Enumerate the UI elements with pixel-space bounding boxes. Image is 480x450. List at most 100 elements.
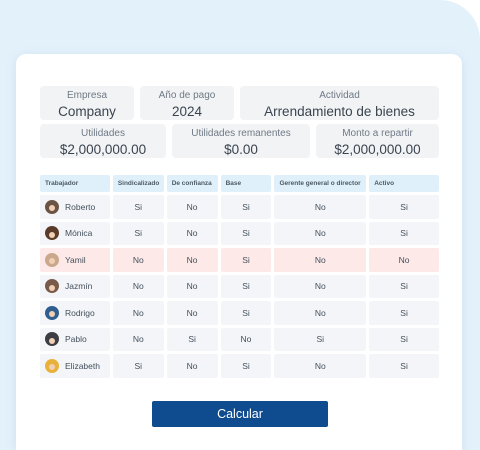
workers-table: Trabajador Sindicalizado De confianza Ba… — [40, 175, 439, 381]
sindicalizado-cell[interactable]: Si — [112, 195, 164, 219]
header-base: Base — [220, 175, 272, 192]
sindicalizado-cell[interactable]: Si — [112, 354, 164, 378]
worker-name-cell: Elizabeth — [40, 354, 110, 378]
avatar-face-icon — [49, 205, 55, 212]
gerente-cell[interactable]: No — [274, 221, 367, 245]
empresa-value: Company — [58, 104, 116, 119]
confianza-cell[interactable]: No — [166, 301, 218, 325]
summary-row-bottom: Utilidades $2,000,000.00 Utilidades rema… — [40, 124, 439, 158]
worker-name-cell: Mónica — [40, 221, 110, 245]
worker-name: Elizabeth — [65, 360, 100, 371]
remanentes-box: Utilidades remanentes $0.00 — [172, 124, 310, 158]
base-cell[interactable]: Si — [220, 221, 272, 245]
worker-name: Roberto — [65, 201, 96, 212]
sindicalizado-cell[interactable]: No — [112, 274, 164, 298]
monto-value: $2,000,000.00 — [334, 142, 421, 157]
base-cell[interactable]: Si — [220, 195, 272, 219]
confianza-cell[interactable]: No — [166, 248, 218, 272]
gerente-cell[interactable]: Si — [274, 327, 367, 351]
avatar — [45, 279, 59, 294]
actividad-label: Actividad — [319, 90, 360, 101]
worker-name: Rodrigo — [65, 307, 95, 318]
table-row[interactable]: Pablo No Si No Si Si — [40, 327, 439, 351]
sindicalizado-cell[interactable]: Si — [112, 221, 164, 245]
activo-cell[interactable]: No — [369, 248, 439, 272]
table-row[interactable]: Roberto Si No Si No Si — [40, 195, 439, 219]
table-row[interactable]: Mónica Si No Si No Si — [40, 221, 439, 245]
avatar-face-icon — [49, 337, 55, 344]
worker-name: Jazmín — [65, 281, 93, 292]
table-row[interactable]: Yamil No No Si No No — [40, 248, 439, 272]
avatar-face-icon — [49, 258, 55, 265]
avatar — [45, 305, 59, 320]
activo-cell[interactable]: Si — [369, 195, 439, 219]
worker-name-cell: Rodrigo — [40, 301, 110, 325]
worker-name-cell: Pablo — [40, 327, 110, 351]
table-row[interactable]: Rodrigo No No Si No Si — [40, 301, 439, 325]
base-cell[interactable]: Si — [220, 274, 272, 298]
actividad-box: Actividad Arrendamiento de bienes — [240, 86, 439, 120]
avatar — [45, 358, 59, 373]
sindicalizado-cell[interactable]: No — [112, 248, 164, 272]
anio-label: Año de pago — [158, 90, 216, 101]
avatar — [45, 226, 59, 241]
monto-label: Monto a repartir — [342, 128, 413, 139]
avatar — [45, 199, 59, 214]
utilidades-label: Utilidades — [81, 128, 125, 139]
utilidades-value: $2,000,000.00 — [59, 142, 147, 157]
table-row[interactable]: Jazmín No No Si No Si — [40, 274, 439, 298]
header-activo: Activo — [369, 175, 439, 192]
worker-name-cell: Roberto — [40, 195, 110, 219]
main-card: Empresa Company Año de pago 2024 Activid… — [16, 54, 462, 450]
table-row[interactable]: Elizabeth Si No Si No Si — [40, 354, 439, 378]
header-confianza: De confianza — [166, 175, 218, 192]
confianza-cell[interactable]: No — [166, 221, 218, 245]
base-cell[interactable]: Si — [220, 354, 272, 378]
header-trabajador: Trabajador — [40, 175, 110, 192]
table-header: Trabajador Sindicalizado De confianza Ba… — [40, 175, 439, 192]
gerente-cell[interactable]: No — [274, 274, 367, 298]
monto-box: Monto a repartir $2,000,000.00 — [316, 124, 439, 158]
activo-cell[interactable]: Si — [369, 327, 439, 351]
calcular-button[interactable]: Calcular — [152, 401, 328, 427]
confianza-cell[interactable]: No — [166, 354, 218, 378]
avatar-face-icon — [49, 364, 55, 371]
anio-value: 2024 — [171, 104, 203, 119]
base-cell[interactable]: No — [220, 327, 272, 351]
worker-name: Yamil — [65, 254, 86, 265]
header-gerente: Gerente general o director — [274, 175, 367, 192]
gerente-cell[interactable]: No — [274, 301, 367, 325]
anio-box: Año de pago 2024 — [140, 86, 234, 120]
empresa-label: Empresa — [66, 90, 107, 101]
summary-row-top: Empresa Company Año de pago 2024 Activid… — [40, 86, 439, 120]
activo-cell[interactable]: Si — [369, 221, 439, 245]
avatar — [45, 332, 59, 347]
avatar-face-icon — [49, 284, 55, 291]
remanentes-value: $0.00 — [224, 142, 258, 157]
worker-name: Pablo — [65, 334, 87, 345]
base-cell[interactable]: Si — [220, 248, 272, 272]
gerente-cell[interactable]: No — [274, 248, 367, 272]
confianza-cell[interactable]: Si — [166, 327, 218, 351]
activo-cell[interactable]: Si — [369, 354, 439, 378]
activo-cell[interactable]: Si — [369, 301, 439, 325]
confianza-cell[interactable]: No — [166, 274, 218, 298]
confianza-cell[interactable]: No — [166, 195, 218, 219]
gerente-cell[interactable]: No — [274, 195, 367, 219]
utilidades-box: Utilidades $2,000,000.00 — [40, 124, 166, 158]
avatar-face-icon — [49, 231, 55, 238]
empresa-box: Empresa Company — [40, 86, 134, 120]
avatar — [45, 252, 59, 267]
avatar-face-icon — [49, 311, 55, 318]
header-sindicalizado: Sindicalizado — [112, 175, 164, 192]
gerente-cell[interactable]: No — [274, 354, 367, 378]
base-cell[interactable]: Si — [220, 301, 272, 325]
worker-name-cell: Yamil — [40, 248, 110, 272]
worker-name-cell: Jazmín — [40, 274, 110, 298]
sindicalizado-cell[interactable]: No — [112, 327, 164, 351]
activo-cell[interactable]: Si — [369, 274, 439, 298]
sindicalizado-cell[interactable]: No — [112, 301, 164, 325]
remanentes-label: Utilidades remanentes — [191, 128, 291, 139]
actividad-value: Arrendamiento de bienes — [264, 104, 415, 119]
worker-name: Mónica — [65, 228, 93, 239]
